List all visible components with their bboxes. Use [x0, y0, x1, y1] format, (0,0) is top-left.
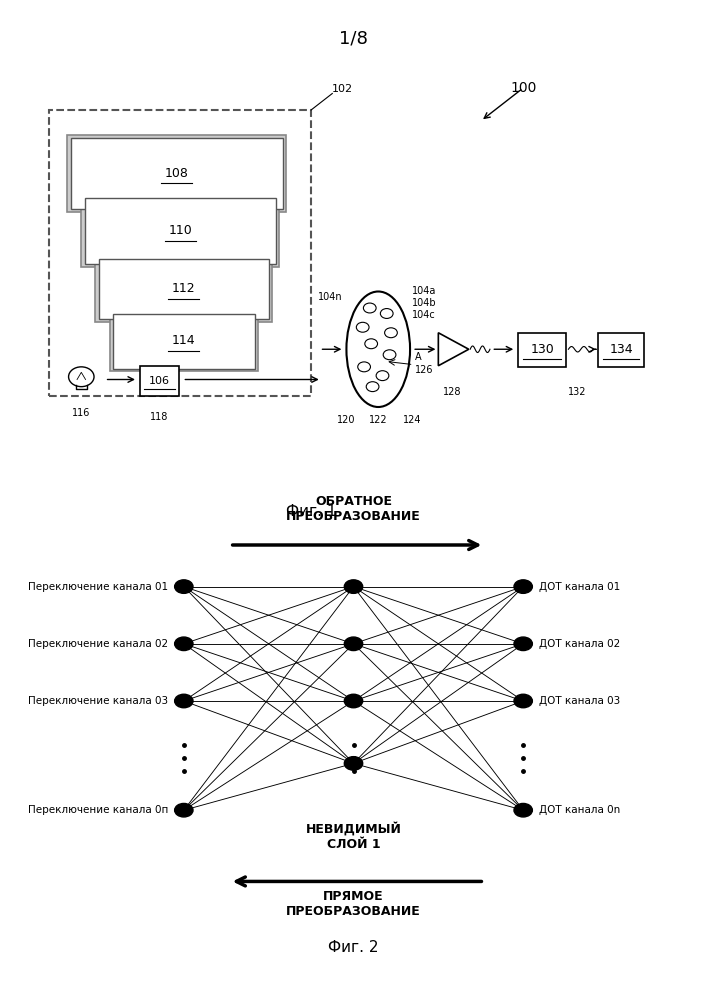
Circle shape	[385, 328, 397, 338]
Text: 110: 110	[168, 225, 192, 237]
Circle shape	[175, 803, 193, 817]
Circle shape	[514, 803, 532, 817]
Text: ПРЯМОЕ
ПРЕОБРАЗОВАНИЕ: ПРЯМОЕ ПРЕОБРАЗОВАНИЕ	[286, 890, 421, 918]
Circle shape	[344, 757, 363, 770]
Circle shape	[344, 694, 363, 708]
Text: 104n: 104n	[318, 292, 343, 302]
Text: Переключение канала 0п: Переключение канала 0п	[28, 805, 168, 815]
Circle shape	[380, 309, 393, 318]
FancyBboxPatch shape	[81, 195, 279, 267]
Text: ДОТ канала 01: ДОТ канала 01	[539, 582, 620, 592]
Text: 100: 100	[510, 81, 537, 95]
Text: 126: 126	[415, 365, 433, 375]
Text: 134: 134	[609, 343, 633, 356]
FancyBboxPatch shape	[85, 198, 276, 264]
Circle shape	[363, 303, 376, 313]
FancyBboxPatch shape	[113, 314, 255, 368]
Circle shape	[356, 322, 369, 332]
Text: Переключение канала 02: Переключение канала 02	[28, 639, 168, 649]
Text: НЕВИДИМЫЙ
СЛОЙ 1: НЕВИДИМЫЙ СЛОЙ 1	[305, 822, 402, 851]
Circle shape	[344, 580, 363, 593]
Circle shape	[69, 367, 94, 387]
Circle shape	[344, 637, 363, 651]
FancyBboxPatch shape	[140, 366, 179, 396]
FancyBboxPatch shape	[110, 311, 258, 371]
Circle shape	[383, 350, 396, 360]
Text: ДОТ канала 0n: ДОТ канала 0n	[539, 805, 620, 815]
Text: Фиг. 1: Фиг. 1	[286, 504, 337, 519]
Circle shape	[514, 694, 532, 708]
Text: A: A	[415, 353, 421, 362]
FancyBboxPatch shape	[71, 137, 283, 209]
FancyBboxPatch shape	[49, 110, 311, 396]
Circle shape	[514, 580, 532, 593]
Text: 122: 122	[369, 415, 387, 425]
Text: Переключение канала 03: Переключение канала 03	[28, 696, 168, 706]
Text: 104a: 104a	[412, 286, 436, 296]
Text: 128: 128	[443, 387, 462, 397]
Text: 104b: 104b	[412, 298, 437, 308]
Ellipse shape	[346, 292, 410, 407]
FancyBboxPatch shape	[67, 135, 286, 212]
Text: Фиг. 2: Фиг. 2	[328, 940, 379, 956]
Text: ДОТ канала 03: ДОТ канала 03	[539, 696, 620, 706]
FancyBboxPatch shape	[95, 256, 272, 322]
Circle shape	[514, 637, 532, 651]
Circle shape	[175, 580, 193, 593]
Text: 116: 116	[72, 408, 90, 418]
Circle shape	[358, 362, 370, 372]
Text: 114: 114	[172, 334, 196, 348]
Text: 102: 102	[332, 84, 354, 94]
Text: 112: 112	[172, 282, 196, 295]
Circle shape	[376, 371, 389, 381]
Text: ОБРАТНОЕ
ПРЕОБРАЗОВАНИЕ: ОБРАТНОЕ ПРЕОБРАЗОВАНИЕ	[286, 495, 421, 523]
Circle shape	[175, 694, 193, 708]
FancyBboxPatch shape	[518, 333, 566, 367]
Text: 106: 106	[149, 376, 170, 386]
Text: 120: 120	[337, 415, 356, 425]
Text: 130: 130	[530, 343, 554, 356]
Text: 132: 132	[568, 387, 586, 397]
FancyBboxPatch shape	[598, 333, 644, 367]
Text: 124: 124	[403, 415, 421, 425]
Text: 118: 118	[151, 412, 168, 422]
Text: 108: 108	[165, 167, 189, 180]
Text: 1/8: 1/8	[339, 29, 368, 47]
Text: Переключение канала 01: Переключение канала 01	[28, 582, 168, 592]
Text: ДОТ канала 02: ДОТ канала 02	[539, 639, 620, 649]
Circle shape	[175, 637, 193, 651]
Circle shape	[365, 339, 378, 349]
Text: 104c: 104c	[412, 310, 436, 320]
FancyBboxPatch shape	[99, 258, 269, 319]
Circle shape	[366, 382, 379, 392]
